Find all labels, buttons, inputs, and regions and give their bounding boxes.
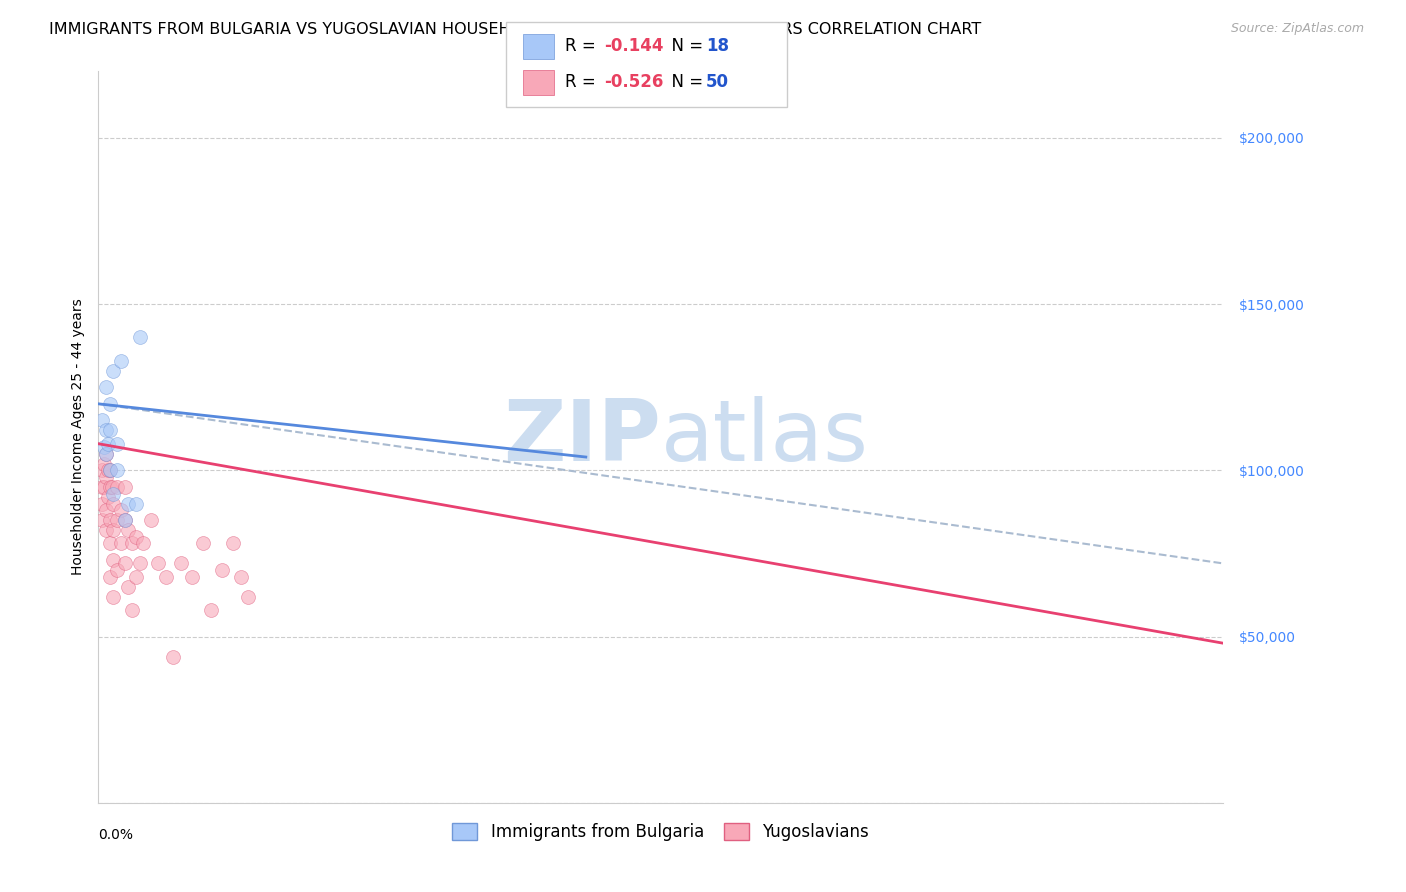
Point	[98, 480, 121, 494]
Text: 0.0%: 0.0%	[98, 829, 134, 842]
Point	[114, 480, 136, 494]
Point	[117, 523, 139, 537]
Point	[114, 513, 136, 527]
Point	[98, 570, 121, 584]
Point	[128, 330, 150, 344]
Point	[193, 536, 215, 550]
Point	[103, 486, 125, 500]
Text: atlas: atlas	[661, 395, 869, 479]
Point	[105, 513, 128, 527]
Point	[100, 480, 122, 494]
Text: N =: N =	[661, 73, 709, 91]
Point	[94, 503, 117, 517]
Point	[98, 463, 121, 477]
Point	[94, 470, 117, 484]
Text: N =: N =	[661, 37, 709, 55]
Point	[238, 590, 260, 604]
Point	[94, 523, 117, 537]
Point	[132, 536, 155, 550]
Point	[105, 463, 128, 477]
Point	[91, 480, 114, 494]
Point	[97, 436, 120, 450]
Text: -0.144: -0.144	[605, 37, 664, 55]
Point	[125, 570, 148, 584]
Point	[94, 380, 117, 394]
Legend: Immigrants from Bulgaria, Yugoslavians: Immigrants from Bulgaria, Yugoslavians	[444, 814, 877, 849]
Point	[128, 557, 150, 571]
Point	[139, 513, 162, 527]
Point	[94, 447, 117, 461]
Point	[98, 536, 121, 550]
Point	[162, 649, 184, 664]
Text: IMMIGRANTS FROM BULGARIA VS YUGOSLAVIAN HOUSEHOLDER INCOME AGES 25 - 44 YEARS CO: IMMIGRANTS FROM BULGARIA VS YUGOSLAVIAN …	[49, 22, 981, 37]
Point	[103, 553, 125, 567]
Point	[91, 463, 114, 477]
Point	[155, 570, 177, 584]
Point	[229, 570, 252, 584]
Point	[117, 580, 139, 594]
Point	[91, 513, 114, 527]
Point	[97, 463, 120, 477]
Point	[117, 497, 139, 511]
Point	[91, 413, 114, 427]
Point	[103, 523, 125, 537]
Text: R =: R =	[565, 73, 602, 91]
Point	[94, 424, 117, 438]
Point	[110, 536, 132, 550]
Text: 18: 18	[706, 37, 728, 55]
Point	[98, 513, 121, 527]
Point	[103, 363, 125, 377]
Point	[121, 603, 143, 617]
Point	[105, 480, 128, 494]
Point	[103, 497, 125, 511]
Text: 50: 50	[706, 73, 728, 91]
Point	[114, 557, 136, 571]
Text: R =: R =	[565, 37, 602, 55]
Point	[211, 563, 233, 577]
Point	[110, 353, 132, 368]
Point	[97, 490, 120, 504]
Point	[222, 536, 245, 550]
Y-axis label: Householder Income Ages 25 - 44 years: Householder Income Ages 25 - 44 years	[70, 299, 84, 575]
Point	[110, 503, 132, 517]
Point	[105, 563, 128, 577]
Point	[105, 436, 128, 450]
Point	[91, 497, 114, 511]
Point	[121, 536, 143, 550]
Point	[98, 397, 121, 411]
Point	[93, 457, 115, 471]
Point	[103, 590, 125, 604]
Point	[170, 557, 193, 571]
Point	[94, 447, 117, 461]
Text: Source: ZipAtlas.com: Source: ZipAtlas.com	[1230, 22, 1364, 36]
Text: -0.526: -0.526	[605, 73, 664, 91]
Point	[98, 424, 121, 438]
Point	[114, 513, 136, 527]
Point	[98, 463, 121, 477]
Point	[181, 570, 204, 584]
Point	[148, 557, 170, 571]
Point	[125, 497, 148, 511]
Point	[125, 530, 148, 544]
Point	[93, 440, 115, 454]
Point	[93, 480, 115, 494]
Point	[200, 603, 222, 617]
Text: ZIP: ZIP	[503, 395, 661, 479]
